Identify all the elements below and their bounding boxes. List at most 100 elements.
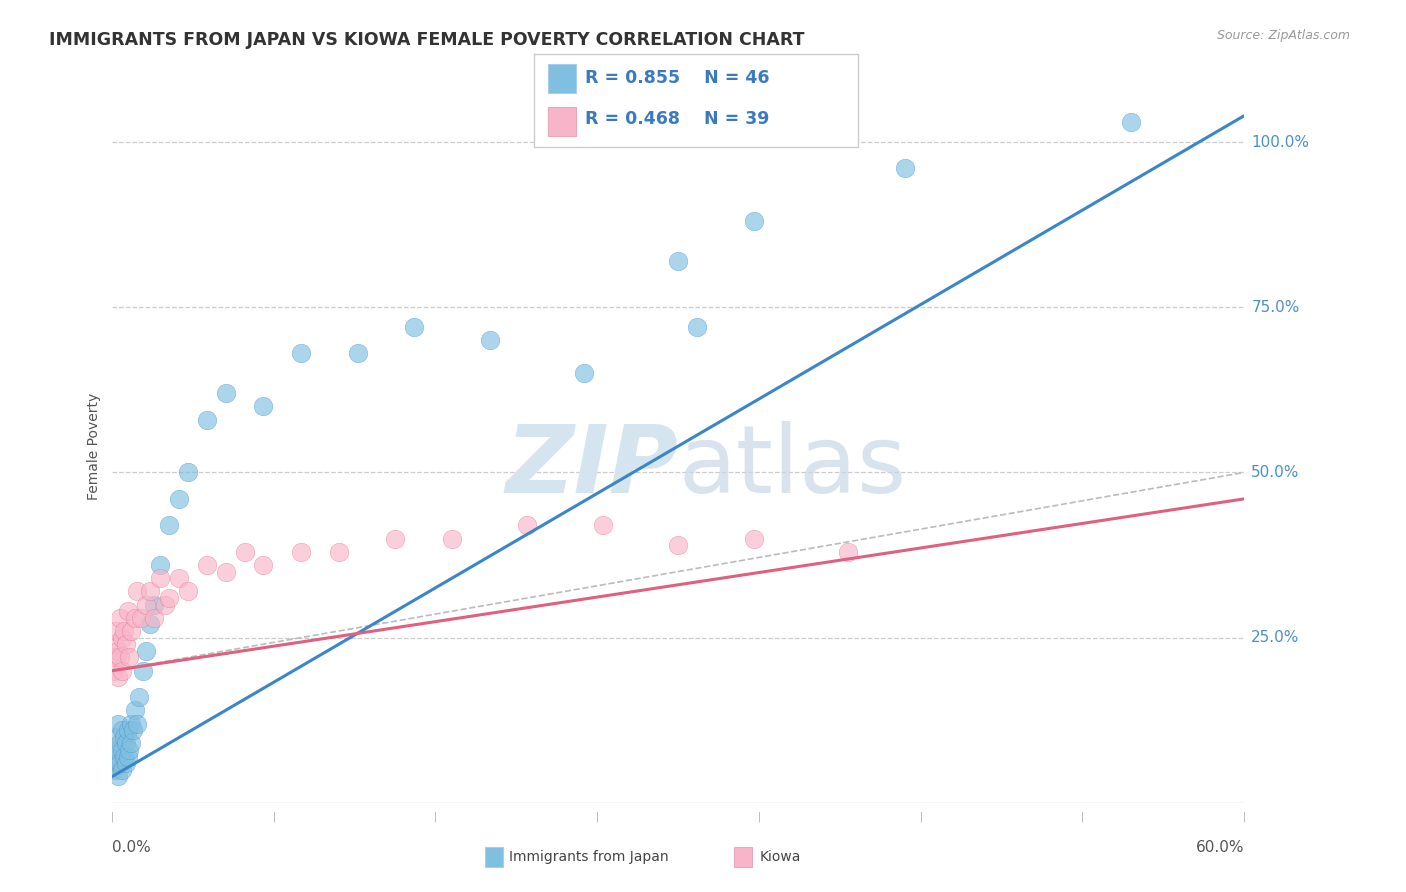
Point bbox=[107, 769, 129, 783]
Point bbox=[105, 756, 128, 771]
Point bbox=[195, 558, 218, 572]
Point bbox=[103, 763, 125, 777]
Text: 0.0%: 0.0% bbox=[112, 840, 152, 855]
Point bbox=[157, 591, 180, 605]
Point bbox=[117, 749, 139, 764]
Text: 100.0%: 100.0% bbox=[1251, 135, 1309, 150]
Point bbox=[103, 743, 125, 757]
Text: |: | bbox=[434, 812, 437, 822]
Text: ZIP: ZIP bbox=[506, 421, 678, 514]
Point bbox=[120, 736, 142, 750]
Point bbox=[108, 650, 131, 665]
Point bbox=[108, 736, 131, 750]
Point bbox=[167, 571, 190, 585]
Point bbox=[592, 518, 614, 533]
Point bbox=[125, 716, 148, 731]
Point bbox=[894, 161, 917, 176]
Point bbox=[107, 670, 129, 684]
Point bbox=[105, 650, 128, 665]
Point bbox=[114, 736, 136, 750]
Point bbox=[117, 723, 139, 738]
Point bbox=[111, 743, 134, 757]
Text: |: | bbox=[273, 812, 276, 822]
Text: IMMIGRANTS FROM JAPAN VS KIOWA FEMALE POVERTY CORRELATION CHART: IMMIGRANTS FROM JAPAN VS KIOWA FEMALE PO… bbox=[49, 31, 804, 49]
Point bbox=[516, 518, 538, 533]
Text: 60.0%: 60.0% bbox=[1197, 840, 1244, 855]
Point bbox=[742, 532, 765, 546]
Point bbox=[107, 716, 129, 731]
Point bbox=[252, 558, 274, 572]
Text: 25.0%: 25.0% bbox=[1251, 630, 1299, 645]
Text: 75.0%: 75.0% bbox=[1251, 300, 1299, 315]
Point bbox=[112, 749, 135, 764]
Text: |: | bbox=[596, 812, 599, 822]
Point bbox=[195, 412, 218, 426]
Point bbox=[214, 386, 236, 401]
Point bbox=[122, 723, 145, 738]
Text: Source: ZipAtlas.com: Source: ZipAtlas.com bbox=[1216, 29, 1350, 42]
Text: R = 0.468    N = 39: R = 0.468 N = 39 bbox=[585, 110, 769, 128]
Point bbox=[111, 664, 134, 678]
Text: Immigrants from Japan: Immigrants from Japan bbox=[509, 850, 669, 864]
Point bbox=[346, 346, 368, 360]
Point bbox=[155, 598, 177, 612]
Point bbox=[404, 320, 426, 334]
Point bbox=[149, 558, 172, 572]
Point bbox=[177, 466, 200, 480]
Point bbox=[139, 584, 162, 599]
Point bbox=[103, 664, 125, 678]
Point bbox=[107, 749, 129, 764]
Point bbox=[112, 624, 135, 638]
Point bbox=[478, 333, 501, 347]
Point bbox=[572, 367, 595, 381]
Point bbox=[124, 611, 146, 625]
Y-axis label: Female Poverty: Female Poverty bbox=[87, 392, 101, 500]
Point bbox=[118, 743, 141, 757]
Point bbox=[125, 584, 148, 599]
Point bbox=[118, 650, 141, 665]
Point bbox=[441, 532, 464, 546]
Point bbox=[214, 565, 236, 579]
Point bbox=[124, 703, 146, 717]
Point bbox=[143, 598, 166, 612]
Text: |: | bbox=[1243, 812, 1246, 822]
Point bbox=[117, 604, 139, 618]
Text: atlas: atlas bbox=[678, 421, 907, 514]
Point bbox=[233, 545, 256, 559]
Point bbox=[143, 611, 166, 625]
Point bbox=[149, 571, 172, 585]
Point bbox=[111, 763, 134, 777]
Point bbox=[111, 631, 134, 645]
Point bbox=[129, 611, 152, 625]
Text: |: | bbox=[1081, 812, 1084, 822]
Point bbox=[108, 611, 131, 625]
Text: 50.0%: 50.0% bbox=[1251, 465, 1299, 480]
Point bbox=[742, 214, 765, 228]
Point bbox=[112, 730, 135, 744]
Point bbox=[108, 756, 131, 771]
Point bbox=[666, 538, 689, 552]
Text: Kiowa: Kiowa bbox=[759, 850, 800, 864]
Point bbox=[114, 637, 136, 651]
Point bbox=[111, 723, 134, 738]
Point bbox=[139, 617, 162, 632]
Point bbox=[1119, 115, 1142, 129]
Point bbox=[120, 716, 142, 731]
Point bbox=[135, 644, 157, 658]
Point bbox=[157, 518, 180, 533]
Point bbox=[290, 346, 312, 360]
Point bbox=[167, 491, 190, 506]
Point bbox=[290, 545, 312, 559]
Point bbox=[103, 637, 125, 651]
Point bbox=[135, 598, 157, 612]
Point bbox=[177, 584, 200, 599]
Text: R = 0.855    N = 46: R = 0.855 N = 46 bbox=[585, 69, 769, 87]
Point bbox=[114, 756, 136, 771]
Point bbox=[328, 545, 350, 559]
Point bbox=[384, 532, 406, 546]
Point bbox=[252, 400, 274, 414]
Text: |: | bbox=[111, 812, 114, 822]
Point bbox=[105, 730, 128, 744]
Point bbox=[837, 545, 859, 559]
Text: |: | bbox=[758, 812, 761, 822]
